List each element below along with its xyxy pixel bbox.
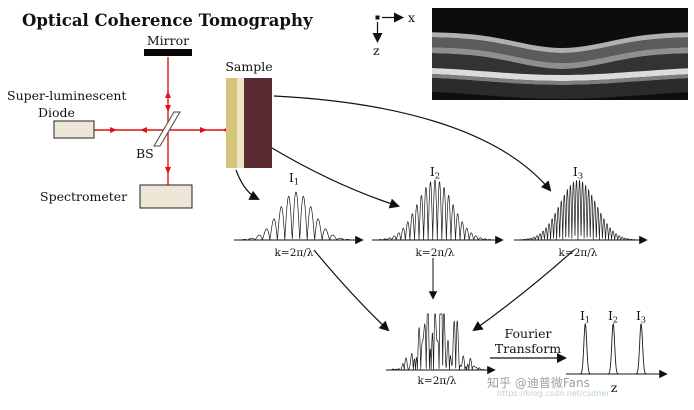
- retina-layer: [432, 37, 688, 63]
- spectrum-2-label: I2: [430, 164, 440, 182]
- spectrum-1-axis-label: k=2π/λ: [275, 247, 314, 259]
- combined-spectrum-curve: [391, 313, 485, 371]
- arrow-sample-to-spectrum-2: [271, 147, 400, 209]
- sample-layer-3: [244, 78, 272, 168]
- mirror-label: Mirror: [147, 33, 189, 48]
- beam-arrow-up: [165, 91, 171, 98]
- retina-layer: [432, 47, 688, 69]
- sample-layer-2: [237, 78, 244, 168]
- spectrometer-box: [139, 184, 193, 209]
- page-title: Optical Coherence Tomography: [22, 11, 313, 30]
- retina-layer: [432, 74, 688, 85]
- x-axis-label: x: [408, 10, 415, 25]
- retina-layer: [432, 53, 688, 75]
- depth-peak-1-label: I1: [580, 308, 590, 325]
- fourier-label-line2: Transform: [495, 341, 561, 356]
- beam-arrow-down: [165, 167, 171, 174]
- depth-profile-peaks-curve: [570, 322, 660, 375]
- spectrometer-label: Spectrometer: [40, 189, 127, 204]
- retina-layer: [432, 78, 688, 99]
- source-label-line2: Diode: [38, 105, 75, 120]
- depth-axis-label: z: [611, 380, 618, 395]
- beam-arrow-right: [110, 127, 117, 133]
- mirror-icon: [144, 49, 192, 56]
- spectrum-1-curve: [240, 191, 352, 241]
- watermark-zhihu: 知乎 @迪普微Fans: [487, 376, 590, 390]
- arrow-sample-to-spectrum-3: [273, 95, 552, 192]
- retina-layer: [432, 68, 688, 81]
- source-label-line1: Super-luminescent: [7, 88, 126, 103]
- fourier-label-line1: Fourier: [505, 326, 552, 341]
- spectrum-3-label: I3: [573, 164, 583, 182]
- arrow-spectrum-1-to-sum: [313, 249, 390, 332]
- beamsplitter-label: BS: [136, 146, 154, 161]
- spectrum-3-axis-label: k=2π/λ: [559, 247, 598, 259]
- depth-peak-2-label: I2: [608, 308, 618, 325]
- combined-spectrum-axis-label: k=2π/λ: [418, 375, 457, 387]
- beam-arrow-right: [200, 127, 207, 133]
- beam-arrow-down: [165, 105, 171, 112]
- spectrum-plot-3: I3 k=2π/λ: [514, 164, 648, 259]
- spectrum-3-curve: [519, 180, 637, 242]
- spectrum-plot-2: I2 k=2π/λ: [372, 164, 504, 259]
- spectrum-plot-1: I1 k=2π/λ: [234, 170, 364, 259]
- arrow-sample-to-spectrum-1: [235, 169, 260, 200]
- spectrum-1-label: I1: [289, 170, 299, 188]
- z-axis-label: z: [373, 43, 380, 58]
- depth-profile-plot: I1 I2 I3 z: [566, 308, 668, 395]
- beamsplitter-icon: [153, 111, 181, 147]
- depth-peak-3-label: I3: [636, 308, 646, 325]
- spectrum-2-curve: [377, 179, 493, 241]
- retina-layers: [432, 32, 688, 99]
- watermark-url: https://blog.csdn.net/csdner: [497, 389, 610, 398]
- sample-label: Sample: [225, 59, 272, 74]
- axes-origin-dot: [375, 15, 380, 20]
- beam-arrow-left: [140, 127, 147, 133]
- sample-layer-1: [226, 78, 237, 168]
- arrow-spectrum-3-to-sum: [472, 249, 575, 332]
- spectrum-2-axis-label: k=2π/λ: [416, 247, 455, 259]
- combined-spectrum-plot: k=2π/λ: [386, 313, 496, 387]
- oct-scan-image: [432, 8, 688, 100]
- source-box: [53, 120, 95, 139]
- retina-layer: [432, 32, 688, 53]
